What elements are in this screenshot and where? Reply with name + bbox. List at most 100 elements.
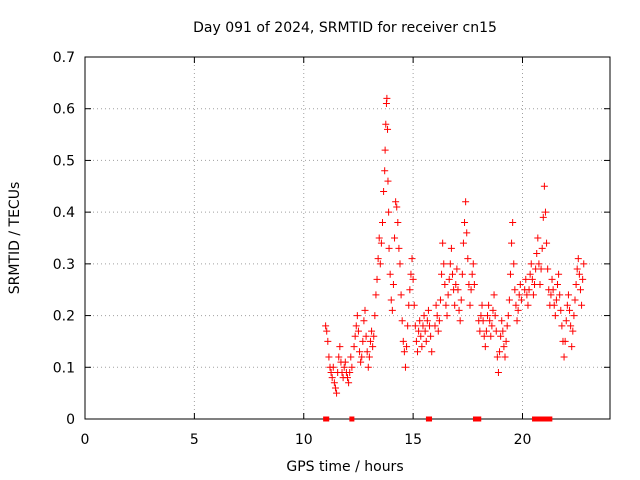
zero-marker (349, 416, 355, 422)
data-point (570, 312, 578, 320)
data-point (525, 286, 533, 294)
data-point (569, 327, 577, 335)
grid-lines (85, 57, 610, 419)
data-point (346, 368, 354, 376)
data-point (482, 327, 490, 335)
data-point (513, 317, 521, 325)
x-tick-label: 15 (404, 432, 422, 448)
data-point (399, 337, 407, 345)
data-point (408, 255, 416, 263)
data-point (322, 322, 330, 330)
data-point (486, 317, 494, 325)
data-point (554, 281, 561, 289)
data-point (325, 353, 333, 361)
data-point (386, 270, 394, 278)
data-point (359, 337, 367, 345)
data-point (461, 218, 469, 226)
data-point (464, 255, 472, 263)
x-tick-label: 5 (190, 432, 199, 448)
data-point (557, 306, 565, 314)
data-point (443, 312, 451, 320)
x-tick-label: 10 (295, 432, 313, 448)
data-point (416, 317, 424, 325)
data-point (409, 275, 417, 283)
data-point (379, 218, 386, 226)
data-point (324, 337, 332, 345)
data-point (509, 218, 517, 226)
data-point (427, 332, 435, 340)
data-point (406, 286, 414, 294)
data-point (410, 301, 418, 309)
data-point (578, 301, 586, 309)
data-point (466, 301, 474, 309)
data-point (353, 312, 361, 320)
data-point (389, 281, 397, 289)
data-point (480, 332, 488, 340)
data-point (468, 270, 476, 278)
data-point (455, 306, 463, 314)
data-point (397, 291, 405, 299)
y-axis-label: SRMTID / TECUs (7, 182, 23, 295)
data-point (415, 327, 423, 335)
data-point (340, 363, 348, 371)
data-point (358, 353, 366, 361)
x-axis-label: GPS time / hours (286, 459, 403, 475)
data-point (385, 208, 393, 216)
data-point (533, 250, 541, 258)
data-point (327, 368, 335, 376)
chart-title: Day 091 of 2024, SRMTID for receiver cn1… (193, 20, 497, 36)
data-point (404, 322, 412, 330)
data-point (398, 317, 406, 325)
data-point (498, 317, 506, 325)
data-point (500, 343, 508, 351)
data-point (540, 182, 548, 190)
data-point (368, 327, 376, 335)
data-point (380, 187, 388, 195)
zero-marker (476, 416, 482, 422)
data-point (522, 275, 530, 283)
data-point (504, 312, 512, 320)
data-point (363, 348, 371, 356)
data-point (494, 368, 502, 376)
data-point (382, 120, 390, 128)
data-point (488, 322, 496, 330)
data-point (361, 306, 369, 314)
data-point (514, 306, 522, 314)
data-point (403, 343, 411, 351)
plot-frame (84, 56, 611, 420)
data-point (394, 218, 402, 226)
data-point (561, 337, 569, 345)
data-point (454, 286, 462, 294)
data-point (362, 332, 370, 340)
data-point (478, 301, 486, 309)
y-tick-label: 0.4 (53, 205, 75, 221)
data-point (442, 301, 450, 309)
data-point (527, 260, 535, 268)
data-point (572, 281, 580, 289)
axis-ticks: 0 0.1 0.2 0.3 0.4 0.5 0.6 0.7 0 5 10 15 20 (53, 50, 610, 448)
y-tick-label: 0.7 (53, 50, 75, 66)
data-point (534, 234, 542, 242)
data-point (375, 234, 383, 242)
data-point (492, 327, 500, 335)
data-point (560, 353, 568, 361)
data-point (335, 353, 343, 361)
data-point (376, 260, 384, 268)
data-points (322, 94, 588, 397)
data-point (515, 291, 523, 299)
data-point (393, 203, 401, 211)
data-point (372, 291, 380, 299)
data-point (435, 317, 443, 325)
data-point (512, 301, 520, 309)
data-point (571, 296, 579, 304)
data-point (434, 327, 442, 335)
zero-marker (533, 416, 539, 422)
data-point (523, 291, 531, 299)
data-point (511, 286, 519, 294)
data-point (508, 239, 516, 247)
data-point (497, 332, 505, 340)
data-point (579, 275, 587, 283)
data-point (432, 301, 440, 309)
data-point (566, 306, 574, 314)
data-point (323, 327, 331, 335)
